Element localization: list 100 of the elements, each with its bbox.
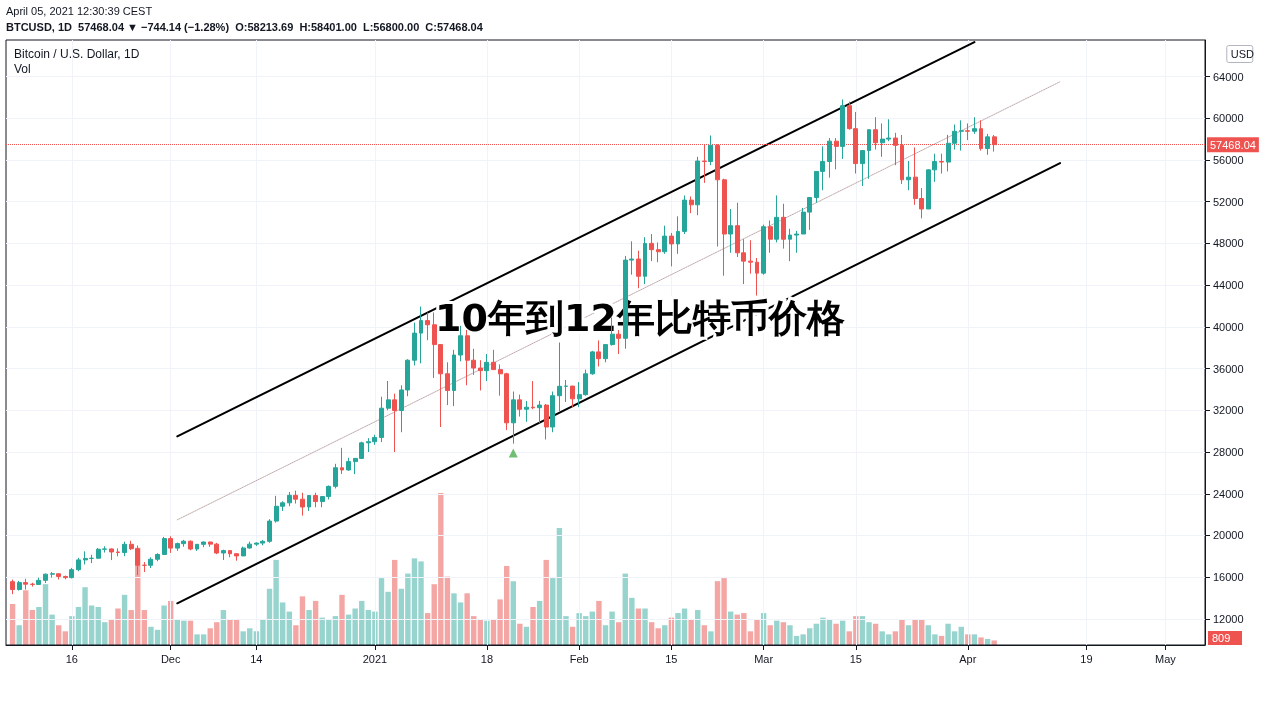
- candlestick: [774, 194, 779, 243]
- candlestick: [550, 391, 555, 433]
- candlestick: [155, 552, 160, 562]
- y-tick-label: 44000: [1213, 279, 1244, 292]
- candlestick: [386, 380, 391, 411]
- y-tick-label: 48000: [1213, 237, 1244, 250]
- candlestick: [794, 230, 799, 254]
- candlestick: [537, 400, 542, 424]
- candlestick: [511, 391, 516, 445]
- y-tick-label: 28000: [1213, 446, 1244, 459]
- x-tick-label: 2021: [362, 652, 388, 665]
- candlestick: [689, 195, 694, 214]
- candlestick: [333, 463, 338, 489]
- x-tick-label: 16: [65, 652, 78, 665]
- y-tick-label: 20000: [1213, 529, 1244, 542]
- candlestick: [162, 536, 167, 555]
- candlestick: [636, 250, 641, 289]
- candlestick: [570, 385, 575, 408]
- candlestick: [662, 225, 667, 255]
- candlestick: [524, 400, 529, 423]
- bar: [306, 610, 312, 645]
- candlestick: [201, 541, 206, 548]
- candlestick: [695, 156, 700, 216]
- x-tick-label: Dec: [160, 652, 181, 665]
- candlestick: [122, 541, 127, 557]
- bar: [767, 625, 773, 645]
- bar: [339, 594, 345, 645]
- candlestick: [761, 224, 766, 276]
- candlestick: [682, 194, 687, 235]
- candlestick: [676, 215, 680, 255]
- annotation: Bitcoin / U.S. Dollar, 1D: [14, 47, 140, 61]
- candlestick: [478, 359, 483, 391]
- candlestick: [307, 494, 311, 512]
- candlestick: [649, 233, 654, 262]
- candlestick: [17, 580, 22, 592]
- candlestick: [781, 203, 786, 250]
- candlestick: [63, 575, 68, 580]
- candlestick: [43, 573, 48, 584]
- candlestick: [445, 361, 450, 406]
- candlestick: [10, 579, 15, 595]
- candlestick: [491, 349, 496, 371]
- candlestick: [544, 403, 549, 441]
- candlestick: [346, 457, 351, 472]
- candlestick: [596, 339, 601, 367]
- candlestick: [425, 312, 430, 341]
- y-tick-label: 12000: [1213, 612, 1244, 625]
- bar: [596, 600, 602, 645]
- y-tick-label: 24000: [1213, 487, 1244, 500]
- candlestick: [590, 350, 595, 376]
- candlestick: [906, 160, 911, 191]
- candlestick: [768, 219, 773, 254]
- candlestick: [379, 396, 384, 443]
- candlestick: [293, 490, 298, 505]
- text: 809: [1212, 631, 1231, 644]
- y-tick-label: 16000: [1213, 571, 1244, 584]
- x-tick-label: Mar: [754, 652, 774, 665]
- candlestick: [76, 557, 81, 572]
- y-tick-label: 64000: [1213, 70, 1244, 83]
- bar: [642, 608, 648, 645]
- y-tick-label: 40000: [1213, 320, 1244, 333]
- y-tick-label: 36000: [1213, 362, 1244, 375]
- y-tick-label: 32000: [1213, 404, 1244, 417]
- candlestick: [656, 241, 661, 263]
- chart-title: Vol: [14, 62, 31, 76]
- candlestick: [564, 379, 568, 403]
- bar: [978, 637, 984, 645]
- bar: [991, 640, 997, 645]
- y-tick-label: 60000: [1213, 112, 1244, 125]
- candlestick: [788, 228, 792, 262]
- candlestick: [531, 380, 535, 410]
- candlestick: [195, 543, 199, 552]
- candlestick: [228, 549, 232, 558]
- candlestick: [827, 137, 832, 179]
- candlestick: [748, 239, 753, 275]
- bar: [833, 623, 839, 645]
- candlestick: [708, 134, 713, 166]
- candlestick: [69, 567, 74, 579]
- candlestick: [972, 116, 977, 135]
- candlestick: [234, 552, 239, 562]
- candlestick: [860, 150, 865, 187]
- candlestick: [221, 549, 226, 561]
- candlestick: [484, 353, 489, 382]
- bar: [517, 623, 523, 645]
- bar: [16, 625, 22, 645]
- candlestick: [412, 322, 417, 366]
- x-tick-label: Feb: [569, 652, 589, 665]
- candlestick: [168, 535, 173, 554]
- candlestick: [669, 232, 674, 267]
- candlestick: [603, 344, 608, 363]
- candlestick: [755, 257, 759, 297]
- bar: [23, 590, 29, 645]
- candlestick: [116, 547, 120, 557]
- candlestick: [867, 129, 871, 180]
- candlestick: [965, 122, 970, 141]
- candlestick: [939, 153, 944, 175]
- candlestick: [517, 394, 522, 418]
- candlestick: [109, 548, 114, 561]
- candlestick: [313, 492, 318, 508]
- bar: [510, 581, 516, 645]
- x-tick-label: May: [1155, 652, 1177, 665]
